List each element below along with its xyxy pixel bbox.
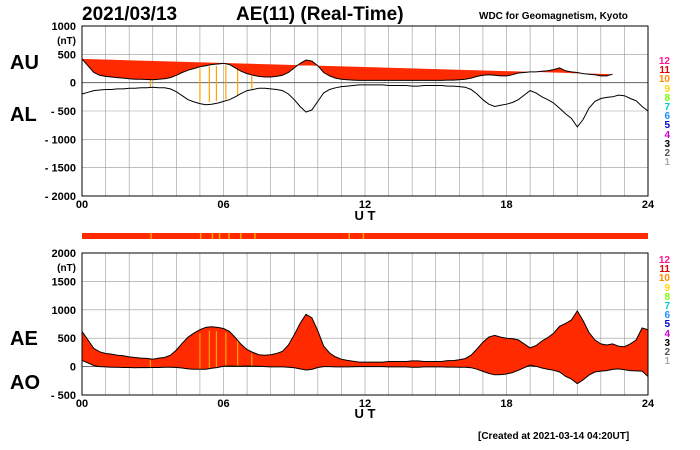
al-line bbox=[81, 84, 649, 128]
legend-level: 12 bbox=[658, 56, 670, 67]
y-tick-label: - 2000 bbox=[45, 191, 76, 203]
x-tick-label: 06 bbox=[217, 199, 229, 211]
legend-level: 4 bbox=[664, 129, 670, 141]
y-tick-label: 2000 bbox=[52, 248, 76, 260]
legend-level: 7 bbox=[664, 301, 670, 313]
legend-level: 5 bbox=[664, 120, 670, 132]
created-timestamp: [Created at 2021-03-14 04:20UT] bbox=[478, 431, 630, 442]
ae-label: AE bbox=[10, 328, 38, 350]
y-tick-label: 0 bbox=[70, 78, 76, 90]
legend-level: 11 bbox=[659, 65, 670, 77]
legend-level: 10 bbox=[658, 74, 670, 86]
bar-stripe bbox=[254, 233, 256, 239]
x-tick-label: 24 bbox=[642, 199, 655, 211]
ao-line bbox=[81, 359, 649, 385]
ae-ao-xlabel: U T bbox=[355, 406, 376, 421]
legend-level: 3 bbox=[664, 138, 670, 150]
au-al-xlabel: U T bbox=[355, 208, 376, 223]
x-tick-label: 12 bbox=[359, 199, 371, 211]
legend-level: 2 bbox=[664, 148, 670, 160]
legend-level: 7 bbox=[664, 102, 670, 114]
y-tick-label: - 1500 bbox=[45, 163, 76, 175]
legend-level: 1 bbox=[664, 356, 670, 368]
bar-stripe bbox=[150, 233, 152, 239]
chart-date: 2021/03/13 bbox=[82, 4, 178, 25]
legend-level: 6 bbox=[664, 111, 670, 123]
y-tick-label: - 500 bbox=[51, 390, 76, 402]
chart-title: AE(11) (Real-Time) bbox=[236, 4, 404, 25]
bar-stripe bbox=[362, 233, 365, 239]
y-tick-label: 500 bbox=[58, 49, 76, 61]
y-tick-label: 1000 bbox=[52, 21, 76, 33]
au-al-x-axis: 00 06 12 18 24 bbox=[76, 199, 655, 211]
legend-level: 9 bbox=[664, 83, 670, 95]
ae-ao-ylabel: (nT) bbox=[57, 263, 76, 274]
station-count-legend-top: 12 11 10 9 8 7 6 5 4 3 2 1 bbox=[656, 56, 670, 169]
x-tick-label: 12 bbox=[359, 398, 371, 410]
x-tick-label: 24 bbox=[642, 398, 655, 410]
y-tick-label: - 500 bbox=[51, 106, 76, 118]
au-al-panel: 1000 500 0 - 500 - 1000 - 1500 - 2000 00 06 12 18… bbox=[45, 21, 655, 223]
au-al-grid bbox=[82, 26, 648, 196]
legend-level: 12 bbox=[658, 255, 670, 266]
legend-level: 2 bbox=[664, 347, 670, 359]
au-al-y-axis: 1000 500 0 - 500 - 1000 - 1500 - 2000 bbox=[45, 21, 76, 203]
ao-label: AO bbox=[10, 372, 40, 394]
ae-ao-area bbox=[82, 310, 648, 384]
y-tick-label: 1000 bbox=[52, 305, 76, 317]
legend-level: 10 bbox=[658, 273, 670, 285]
x-tick-label: 00 bbox=[76, 398, 88, 410]
bar-stripe bbox=[199, 233, 202, 239]
legend-level: 4 bbox=[664, 328, 670, 340]
legend-level: 1 bbox=[664, 157, 670, 169]
au-al-ylabel: (nT) bbox=[57, 36, 76, 47]
bar-stripe bbox=[348, 233, 350, 239]
au-al-area bbox=[82, 58, 613, 81]
au-label: AU bbox=[10, 52, 39, 74]
x-tick-label: 00 bbox=[76, 199, 88, 211]
bar-stripe bbox=[240, 233, 242, 239]
station-count-legend-bottom: 12 11 10 9 8 7 6 5 4 3 2 1 bbox=[656, 255, 670, 368]
ae-line bbox=[81, 309, 649, 363]
x-tick-label: 06 bbox=[217, 398, 229, 410]
ae-ao-x-axis: 00 06 12 18 24 bbox=[76, 398, 655, 410]
ae-ao-panel: 2000 1500 1000 500 0 - 500 00 06 12 18 24 (nT) U … bbox=[51, 248, 655, 421]
bar-stripe bbox=[218, 233, 221, 239]
x-tick-label: 18 bbox=[500, 199, 512, 211]
legend-level: 3 bbox=[664, 337, 670, 349]
au-al-frame bbox=[81, 25, 649, 197]
ae-ao-y-axis: 2000 1500 1000 500 0 - 500 bbox=[51, 248, 76, 402]
bar-stripe bbox=[228, 233, 230, 239]
y-tick-label: 500 bbox=[58, 333, 76, 345]
legend-level: 11 bbox=[659, 264, 670, 276]
au-line bbox=[81, 58, 613, 81]
legend-level: 8 bbox=[664, 291, 670, 303]
legend-level: 9 bbox=[664, 282, 670, 294]
au-al-highlight-stripes bbox=[149, 65, 253, 103]
y-tick-label: 0 bbox=[70, 362, 76, 374]
data-source: WDC for Geomagnetism, Kyoto bbox=[479, 11, 628, 22]
legend-level: 5 bbox=[664, 319, 670, 331]
ae-ao-frame bbox=[81, 252, 649, 396]
legend-level: 8 bbox=[664, 92, 670, 104]
ae-ao-highlight-stripes bbox=[149, 330, 253, 369]
y-tick-label: 1500 bbox=[52, 276, 76, 288]
al-label: AL bbox=[10, 104, 37, 126]
x-tick-label: 18 bbox=[500, 398, 512, 410]
bar-stripe bbox=[211, 233, 214, 239]
station-count-bar-stripes bbox=[150, 233, 365, 239]
y-tick-label: - 1000 bbox=[45, 134, 76, 146]
legend-level: 6 bbox=[664, 310, 670, 322]
station-count-bar bbox=[82, 233, 648, 239]
